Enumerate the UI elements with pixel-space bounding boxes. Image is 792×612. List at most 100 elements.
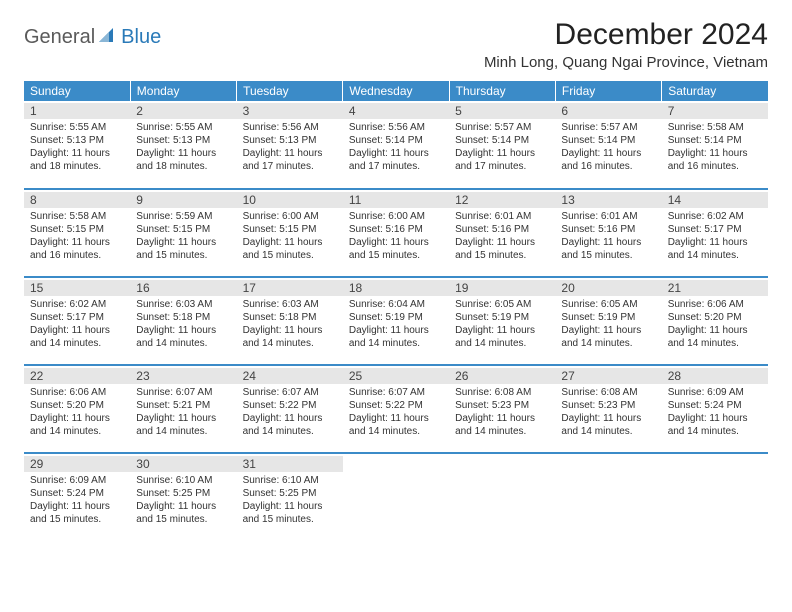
calendar-day-cell: 26 Sunrise: 6:08 AMSunset: 5:23 PMDayligh…: [449, 365, 555, 453]
calendar-day-cell: 2 Sunrise: 5:55 AMSunset: 5:13 PMDaylight…: [130, 101, 236, 189]
calendar-head: SundayMondayTuesdayWednesdayThursdayFrid…: [24, 81, 768, 101]
day-info: Sunrise: 6:02 AMSunset: 5:17 PMDaylight:…: [30, 298, 124, 350]
calendar-day-cell: 8Sunrise: 5:58 AMSunset: 5:15 PMDaylight…: [24, 189, 130, 277]
day-info: Sunrise: 6:06 AMSunset: 5:20 PMDaylight:…: [30, 386, 124, 438]
day-number: 3: [237, 103, 343, 119]
calendar-day-cell: 25Sunrise: 6:07 AMSunset: 5:22 PMDayligh…: [343, 365, 449, 453]
day-info: Sunrise: 6:08 AMSunset: 5:23 PMDaylight:…: [561, 386, 655, 438]
day-number: 2: [130, 103, 236, 119]
weekday-header: Friday: [555, 81, 661, 101]
calendar-empty-cell: [449, 453, 555, 541]
calendar-day-cell: 23 Sunrise: 6:07 AMSunset: 5:21 PMDayligh…: [130, 365, 236, 453]
day-info: Sunrise: 6:02 AMSunset: 5:17 PMDaylight:…: [668, 210, 762, 262]
day-info: Sunrise: 5:57 AMSunset: 5:14 PMDaylight:…: [561, 121, 655, 173]
day-info: Sunrise: 6:05 AMSunset: 5:19 PMDaylight:…: [561, 298, 655, 350]
weekday-header: Wednesday: [343, 81, 449, 101]
location: Minh Long, Quang Ngai Province, Vietnam: [484, 54, 768, 71]
day-info: Sunrise: 5:56 AMSunset: 5:13 PMDaylight:…: [243, 121, 337, 173]
calendar-day-cell: 4 Sunrise: 5:56 AMSunset: 5:14 PMDaylight…: [343, 101, 449, 189]
day-number: 13: [555, 192, 661, 208]
day-info: Sunrise: 6:07 AMSunset: 5:21 PMDaylight:…: [136, 386, 230, 438]
day-number: 14: [662, 192, 768, 208]
calendar-day-cell: 5 Sunrise: 5:57 AMSunset: 5:14 PMDaylight…: [449, 101, 555, 189]
weekday-header-row: SundayMondayTuesdayWednesdayThursdayFrid…: [24, 81, 768, 101]
day-number: 21: [662, 280, 768, 296]
calendar-day-cell: 24Sunrise: 6:07 AMSunset: 5:22 PMDayligh…: [237, 365, 343, 453]
calendar-week-row: 1 Sunrise: 5:55 AMSunset: 5:13 PMDaylight…: [24, 101, 768, 189]
calendar-empty-cell: [555, 453, 661, 541]
day-number: 30: [130, 456, 236, 472]
day-number: 19: [449, 280, 555, 296]
day-info: Sunrise: 5:57 AMSunset: 5:14 PMDaylight:…: [455, 121, 549, 173]
calendar-day-cell: 9Sunrise: 5:59 AMSunset: 5:15 PMDaylight…: [130, 189, 236, 277]
calendar-day-cell: 1 Sunrise: 5:55 AMSunset: 5:13 PMDaylight…: [24, 101, 130, 189]
day-number: 25: [343, 368, 449, 384]
day-number: 29: [24, 456, 130, 472]
calendar-day-cell: 6Sunrise: 5:57 AMSunset: 5:14 PMDaylight…: [555, 101, 661, 189]
day-info: Sunrise: 6:05 AMSunset: 5:19 PMDaylight:…: [455, 298, 549, 350]
calendar-table: SundayMondayTuesdayWednesdayThursdayFrid…: [24, 81, 768, 541]
calendar-empty-cell: [343, 453, 449, 541]
day-info: Sunrise: 6:06 AMSunset: 5:20 PMDaylight:…: [668, 298, 762, 350]
weekday-header: Saturday: [662, 81, 768, 101]
day-number: 15: [24, 280, 130, 296]
day-number: 12: [449, 192, 555, 208]
day-info: Sunrise: 6:03 AMSunset: 5:18 PMDaylight:…: [243, 298, 337, 350]
calendar-day-cell: 3 Sunrise: 5:56 AMSunset: 5:13 PMDaylight…: [237, 101, 343, 189]
day-info: Sunrise: 6:09 AMSunset: 5:24 PMDaylight:…: [30, 474, 124, 526]
day-info: Sunrise: 5:55 AMSunset: 5:13 PMDaylight:…: [136, 121, 230, 173]
calendar-day-cell: 30 Sunrise: 6:10 AMSunset: 5:25 PMDayligh…: [130, 453, 236, 541]
calendar-week-row: 15 Sunrise: 6:02 AMSunset: 5:17 PMDayligh…: [24, 277, 768, 365]
day-number: 18: [343, 280, 449, 296]
day-info: Sunrise: 5:56 AMSunset: 5:14 PMDaylight:…: [349, 121, 443, 173]
day-info: Sunrise: 6:00 AMSunset: 5:16 PMDaylight:…: [349, 210, 443, 262]
logo-word2: Blue: [121, 26, 161, 49]
calendar-day-cell: 7 Sunrise: 5:58 AMSunset: 5:14 PMDaylight…: [662, 101, 768, 189]
calendar-day-cell: 12 Sunrise: 6:01 AMSunset: 5:16 PMDayligh…: [449, 189, 555, 277]
day-number: 7: [662, 103, 768, 119]
day-number: 5: [449, 103, 555, 119]
day-number: 22: [24, 368, 130, 384]
day-info: Sunrise: 6:10 AMSunset: 5:25 PMDaylight:…: [243, 474, 337, 526]
logo-word1: General: [24, 26, 95, 49]
weekday-header: Tuesday: [237, 81, 343, 101]
calendar-day-cell: 10Sunrise: 6:00 AMSunset: 5:15 PMDayligh…: [237, 189, 343, 277]
day-number: 23: [130, 368, 236, 384]
title-block: December 2024 Minh Long, Quang Ngai Prov…: [484, 18, 768, 71]
calendar-empty-cell: [662, 453, 768, 541]
calendar-day-cell: 28Sunrise: 6:09 AMSunset: 5:24 PMDayligh…: [662, 365, 768, 453]
logo-sail-icon: [99, 26, 117, 49]
header: General Blue December 2024 Minh Long, Qu…: [24, 18, 768, 71]
calendar-day-cell: 16Sunrise: 6:03 AMSunset: 5:18 PMDayligh…: [130, 277, 236, 365]
calendar-day-cell: 11Sunrise: 6:00 AMSunset: 5:16 PMDayligh…: [343, 189, 449, 277]
day-info: Sunrise: 6:01 AMSunset: 5:16 PMDaylight:…: [561, 210, 655, 262]
calendar-day-cell: 21 Sunrise: 6:06 AMSunset: 5:20 PMDayligh…: [662, 277, 768, 365]
calendar-week-row: 22 Sunrise: 6:06 AMSunset: 5:20 PMDayligh…: [24, 365, 768, 453]
calendar-day-cell: 19 Sunrise: 6:05 AMSunset: 5:19 PMDayligh…: [449, 277, 555, 365]
calendar-day-cell: 31Sunrise: 6:10 AMSunset: 5:25 PMDayligh…: [237, 453, 343, 541]
day-info: Sunrise: 6:01 AMSunset: 5:16 PMDaylight:…: [455, 210, 549, 262]
calendar-week-row: 8Sunrise: 5:58 AMSunset: 5:15 PMDaylight…: [24, 189, 768, 277]
calendar-day-cell: 15 Sunrise: 6:02 AMSunset: 5:17 PMDayligh…: [24, 277, 130, 365]
day-number: 17: [237, 280, 343, 296]
calendar-day-cell: 13 Sunrise: 6:01 AMSunset: 5:16 PMDayligh…: [555, 189, 661, 277]
day-number: 1: [24, 103, 130, 119]
calendar-day-cell: 17 Sunrise: 6:03 AMSunset: 5:18 PMDayligh…: [237, 277, 343, 365]
day-info: Sunrise: 6:08 AMSunset: 5:23 PMDaylight:…: [455, 386, 549, 438]
weekday-header: Sunday: [24, 81, 130, 101]
day-info: Sunrise: 5:55 AMSunset: 5:13 PMDaylight:…: [30, 121, 124, 173]
logo: General Blue: [24, 18, 161, 49]
day-info: Sunrise: 6:09 AMSunset: 5:24 PMDaylight:…: [668, 386, 762, 438]
day-number: 4: [343, 103, 449, 119]
calendar-day-cell: 22 Sunrise: 6:06 AMSunset: 5:20 PMDayligh…: [24, 365, 130, 453]
day-number: 9: [130, 192, 236, 208]
day-number: 27: [555, 368, 661, 384]
day-number: 16: [130, 280, 236, 296]
calendar-day-cell: 27 Sunrise: 6:08 AMSunset: 5:23 PMDayligh…: [555, 365, 661, 453]
day-info: Sunrise: 6:10 AMSunset: 5:25 PMDaylight:…: [136, 474, 230, 526]
calendar-day-cell: 20Sunrise: 6:05 AMSunset: 5:19 PMDayligh…: [555, 277, 661, 365]
calendar-page: General Blue December 2024 Minh Long, Qu…: [0, 0, 792, 559]
day-info: Sunrise: 6:04 AMSunset: 5:19 PMDaylight:…: [349, 298, 443, 350]
day-info: Sunrise: 5:58 AMSunset: 5:14 PMDaylight:…: [668, 121, 762, 173]
day-number: 26: [449, 368, 555, 384]
